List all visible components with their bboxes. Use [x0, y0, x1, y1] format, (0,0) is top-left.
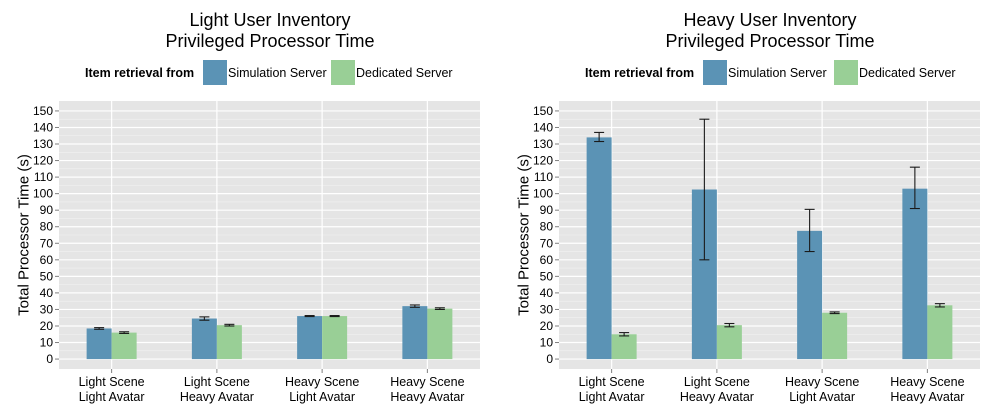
bar-simulation-1 — [586, 137, 612, 360]
y-tick-label: 60 — [540, 253, 554, 267]
y-tick-label: 90 — [540, 203, 554, 217]
legend-swatch-1 — [703, 60, 727, 85]
y-tick-label: 80 — [40, 220, 54, 234]
y-tick-label: 50 — [40, 269, 54, 283]
y-tick-label: 20 — [40, 319, 54, 333]
x-category-label: Heavy Scene — [285, 375, 359, 389]
bar-dedicated-4 — [427, 308, 453, 360]
legend-swatch-2 — [834, 60, 858, 85]
y-tick-label: 140 — [33, 120, 53, 134]
x-category-label: Light Scene — [79, 375, 145, 389]
y-tick-label: 50 — [540, 269, 554, 283]
legend-label-1: Simulation Server — [728, 66, 827, 80]
bar-dedicated-2 — [716, 325, 742, 360]
error-bar-dedicated-3 — [329, 315, 340, 318]
x-category-label: Light Avatar — [579, 390, 645, 404]
x-category-label: Heavy Avatar — [890, 390, 964, 404]
x-category-label: Light Scene — [684, 375, 750, 389]
error-bar-simulation-1 — [594, 131, 605, 143]
y-tick-label: 120 — [33, 154, 53, 168]
y-tick-label: 150 — [33, 104, 53, 118]
bar-dedicated-3 — [322, 316, 348, 360]
error-bar-dedicated-4 — [934, 303, 945, 308]
y-tick-label: 80 — [540, 220, 554, 234]
bar-dedicated-2 — [216, 325, 242, 360]
y-tick-label: 70 — [540, 236, 554, 250]
legend-swatch-1 — [203, 60, 227, 85]
x-category-label: Heavy Avatar — [680, 390, 754, 404]
bar-simulation-2 — [191, 318, 217, 360]
error-bar-dedicated-1 — [619, 332, 630, 337]
y-tick-label: 130 — [33, 137, 53, 151]
y-axis-label: Total Processor Time (s) — [16, 154, 33, 316]
y-axis-label: Total Processor Time (s) — [516, 154, 533, 316]
y-tick-label: 90 — [40, 203, 54, 217]
y-tick-label: 60 — [40, 253, 54, 267]
chart-title-line-2: Privileged Processor Time — [665, 31, 874, 51]
bar-simulation-4 — [902, 188, 928, 360]
error-bar-simulation-3 — [804, 208, 815, 253]
y-tick-label: 20 — [540, 319, 554, 333]
x-category-label: Light Avatar — [79, 390, 145, 404]
y-tick-label: 110 — [534, 170, 553, 184]
x-category-label: Light Scene — [184, 375, 250, 389]
x-category-label: Heavy Scene — [785, 375, 859, 389]
chart-title-line-1: Heavy User Inventory — [683, 10, 856, 30]
x-category-label: Heavy Scene — [890, 375, 964, 389]
error-bar-dedicated-4 — [434, 307, 445, 310]
bar-simulation-3 — [297, 316, 323, 360]
y-tick-label: 100 — [533, 187, 553, 201]
legend-title: Item retrieval from — [585, 66, 694, 80]
x-category-label: Heavy Scene — [390, 375, 464, 389]
error-bar-simulation-4 — [409, 304, 420, 308]
y-tick-label: 120 — [533, 154, 553, 168]
x-category-label: Heavy Avatar — [180, 390, 254, 404]
error-bar-dedicated-2 — [724, 322, 735, 328]
error-bar-simulation-1 — [94, 327, 105, 330]
error-bar-dedicated-1 — [119, 331, 130, 334]
bar-simulation-4 — [402, 306, 428, 360]
bar-simulation-1 — [86, 328, 112, 360]
y-tick-label: 140 — [533, 120, 553, 134]
x-category-label: Light Avatar — [289, 390, 355, 404]
chart-title-line-1: Light User Inventory — [189, 10, 350, 30]
error-bar-simulation-3 — [304, 315, 315, 318]
legend-swatch-2 — [331, 60, 355, 85]
x-category-label: Heavy Avatar — [390, 390, 464, 404]
y-tick-label: 10 — [40, 336, 54, 350]
y-tick-label: 70 — [40, 236, 54, 250]
y-tick-label: 130 — [533, 137, 553, 151]
y-tick-label: 150 — [533, 104, 553, 118]
error-bar-simulation-2 — [699, 118, 710, 261]
error-bar-dedicated-2 — [224, 323, 235, 327]
error-bar-simulation-2 — [199, 316, 210, 321]
y-tick-label: 0 — [46, 352, 53, 366]
x-category-label: Light Avatar — [789, 390, 855, 404]
bar-dedicated-1 — [111, 332, 137, 360]
y-tick-label: 10 — [540, 336, 554, 350]
bar-dedicated-1 — [611, 334, 637, 360]
y-tick-label: 30 — [40, 302, 54, 316]
legend-label-1: Simulation Server — [228, 66, 327, 80]
legend-title: Item retrieval from — [85, 66, 194, 80]
y-tick-label: 30 — [540, 302, 554, 316]
error-bar-simulation-4 — [909, 166, 920, 210]
y-tick-label: 0 — [546, 352, 553, 366]
bar-dedicated-3 — [822, 312, 848, 360]
chart-title-line-2: Privileged Processor Time — [165, 31, 374, 51]
y-tick-label: 110 — [34, 170, 53, 184]
y-tick-label: 100 — [33, 187, 53, 201]
y-tick-label: 40 — [540, 286, 554, 300]
bar-dedicated-4 — [927, 305, 953, 360]
bar-simulation-3 — [797, 230, 823, 360]
legend-label-2: Dedicated Server — [859, 66, 956, 80]
legend-label-2: Dedicated Server — [356, 66, 453, 80]
y-tick-label: 40 — [40, 286, 54, 300]
x-category-label: Light Scene — [579, 375, 645, 389]
error-bar-dedicated-3 — [829, 311, 840, 315]
